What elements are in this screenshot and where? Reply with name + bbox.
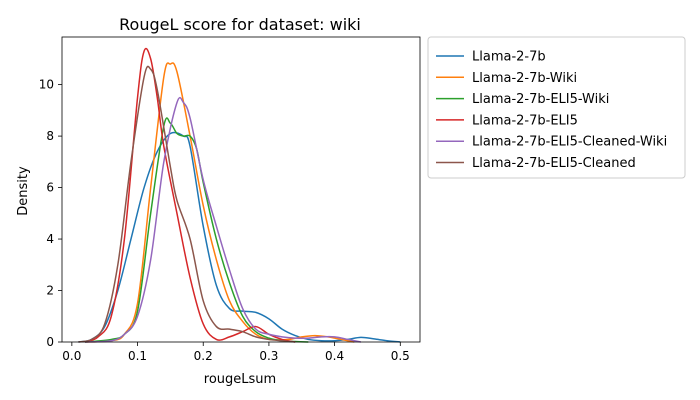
x-tick-label: 0.5	[391, 349, 410, 363]
y-tick-label: 6	[46, 181, 54, 195]
legend-box	[427, 36, 686, 179]
series-line-4	[84, 47, 296, 343]
legend-label-5: Llama-2-7b-ELI5-Cleaned-Wiki	[472, 135, 667, 150]
axes-frame	[61, 36, 421, 343]
legend: Llama-2-7b Llama-2-7b-Wiki Llama-2-7b-ELI5…	[427, 36, 686, 179]
y-tick-label: 8	[46, 129, 54, 143]
x-tick-label: 0.3	[259, 349, 278, 363]
plot-area	[61, 36, 421, 343]
y-tick-label: 2	[46, 284, 54, 298]
y-tick-label: 4	[46, 232, 54, 246]
x-axis-label: rougeLsum	[204, 372, 276, 387]
legend-label-6: Llama-2-7b-ELI5-Cleaned	[472, 156, 636, 171]
x-tick-label: 0.2	[194, 349, 213, 363]
x-tick-label: 0.4	[325, 349, 344, 363]
x-tick-label: 0.1	[128, 349, 147, 363]
x-axis-ticks: 0.0 0.1 0.2 0.3 0.4 0.5	[62, 342, 410, 363]
y-axis-ticks: 0 2 4 6 8 10	[39, 78, 62, 349]
y-tick-label: 10	[39, 78, 54, 92]
y-axis-label: Density	[16, 166, 31, 216]
chart-title: RougeL score for dataset: wiki	[119, 15, 361, 34]
series-line-5	[84, 96, 362, 343]
legend-label-2: Llama-2-7b-Wiki	[472, 71, 577, 86]
x-tick-label: 0.0	[62, 349, 81, 363]
legend-label-1: Llama-2-7b	[472, 50, 546, 65]
legend-label-3: Llama-2-7b-ELI5-Wiki	[472, 92, 609, 107]
series-line-6	[78, 65, 296, 343]
series-line-2	[84, 62, 355, 343]
legend-label-4: Llama-2-7b-ELI5	[472, 113, 578, 128]
y-tick-label: 0	[46, 335, 54, 349]
series-line-3	[84, 117, 309, 343]
